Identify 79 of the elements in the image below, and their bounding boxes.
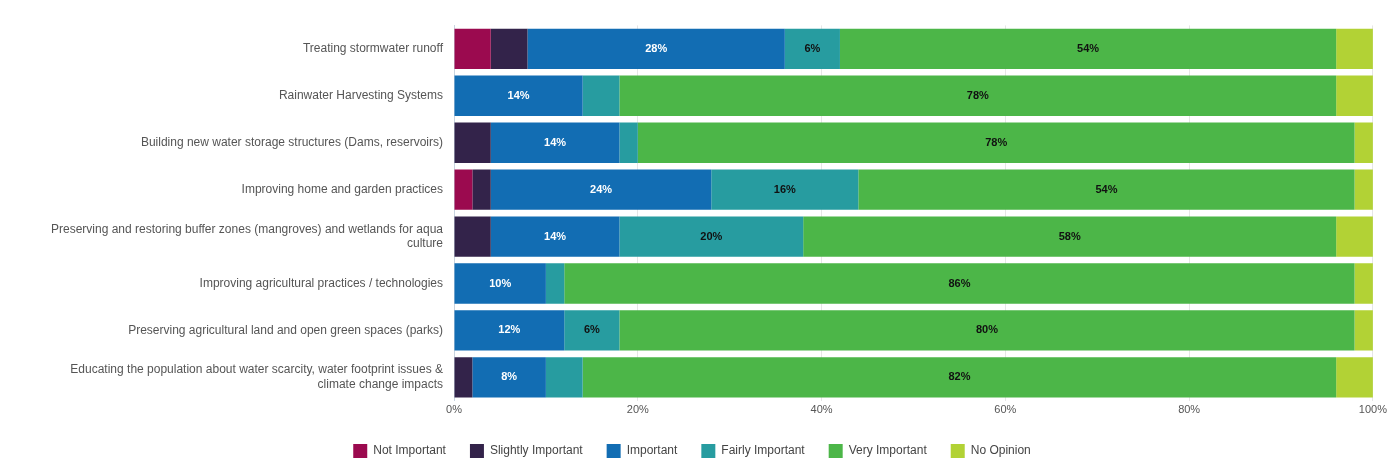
data-label: 6% xyxy=(804,41,821,54)
bar xyxy=(784,28,840,70)
data-label: 8% xyxy=(501,370,518,383)
bar xyxy=(454,169,473,210)
bar xyxy=(619,122,638,163)
bar xyxy=(564,263,1355,304)
x-tick-label: 40% xyxy=(810,403,833,416)
data-label: 14% xyxy=(507,88,530,101)
data-label: 54% xyxy=(1077,41,1100,54)
bar xyxy=(454,122,491,163)
bar xyxy=(1354,169,1373,210)
bar xyxy=(490,28,528,70)
y-tick-label: Treating stormwater runoff xyxy=(302,41,444,56)
data-label: 12% xyxy=(498,323,521,336)
x-tick-label: 20% xyxy=(626,403,650,416)
y-tick-label: Improving agricultural practices / technologies xyxy=(199,275,443,290)
bar xyxy=(490,169,712,210)
data-label: 78% xyxy=(966,88,990,101)
bar xyxy=(619,216,804,257)
x-tick-label: 100% xyxy=(1358,403,1388,416)
data-label: 86% xyxy=(948,276,971,289)
bar xyxy=(472,357,546,398)
bar xyxy=(545,357,583,398)
bar xyxy=(454,310,565,351)
data-label: 24% xyxy=(590,182,613,195)
bar xyxy=(1336,28,1373,70)
bar xyxy=(582,75,620,116)
data-label: 20% xyxy=(700,229,723,242)
bar xyxy=(454,216,491,257)
data-label: 16% xyxy=(773,182,797,195)
data-label: 82% xyxy=(948,370,971,383)
bar xyxy=(564,310,620,351)
y-tick-label: Building new water storage structures (Dams, reservoirs) xyxy=(140,135,443,150)
bar xyxy=(711,169,859,210)
bar xyxy=(454,357,473,398)
legend-label: No Opinion xyxy=(970,443,1031,458)
legend-label: Fairly Important xyxy=(721,443,806,458)
bar xyxy=(454,75,583,116)
bar xyxy=(1336,75,1373,116)
bar xyxy=(803,216,1337,257)
y-tick-label: Improving home and garden practices xyxy=(241,181,443,196)
x-tick-label: 60% xyxy=(994,403,1017,416)
data-label: 10% xyxy=(489,276,512,289)
bar xyxy=(472,169,491,210)
bar xyxy=(490,216,620,257)
bar xyxy=(1336,216,1373,257)
y-tick-label: Preserving and restoring buffer zones (mangroves) and wetlands for aqua culture xyxy=(51,221,444,251)
data-label: 58% xyxy=(1058,229,1081,242)
y-tick-label: Rainwater Harvesting Systems xyxy=(278,88,443,103)
bar xyxy=(490,122,620,163)
data-label: 14% xyxy=(544,135,567,148)
bar xyxy=(839,28,1337,70)
bar xyxy=(858,169,1355,210)
bar xyxy=(527,28,785,70)
y-tick-label: Educating the population about water scarcity, water footprint issues & climate change impacts xyxy=(70,362,443,391)
data-label: 6% xyxy=(583,323,600,336)
bar xyxy=(619,310,1355,351)
bar xyxy=(637,122,1355,163)
legend-label: Not Important xyxy=(373,443,447,458)
bar xyxy=(1354,310,1373,351)
bar xyxy=(1336,357,1373,398)
bar xyxy=(454,263,546,304)
bar xyxy=(454,28,491,70)
bar xyxy=(582,357,1337,398)
legend-label: Slightly Important xyxy=(489,443,584,458)
x-tick-label: 80% xyxy=(1178,403,1201,416)
bar xyxy=(545,263,565,304)
bar xyxy=(1354,263,1373,304)
bar xyxy=(619,75,1337,116)
x-tick-label: 0% xyxy=(446,403,463,416)
legend-label: Important xyxy=(626,443,678,458)
data-label: 14% xyxy=(544,229,567,242)
bar xyxy=(1354,122,1373,163)
data-label: 28% xyxy=(645,41,668,54)
data-label: 78% xyxy=(985,135,1008,148)
data-label: 54% xyxy=(1095,182,1118,195)
y-tick-label: Preserving agricultural land and open green spaces (parks) xyxy=(128,322,443,337)
legend-label: Very Important xyxy=(848,443,928,458)
data-label: 80% xyxy=(975,323,999,336)
